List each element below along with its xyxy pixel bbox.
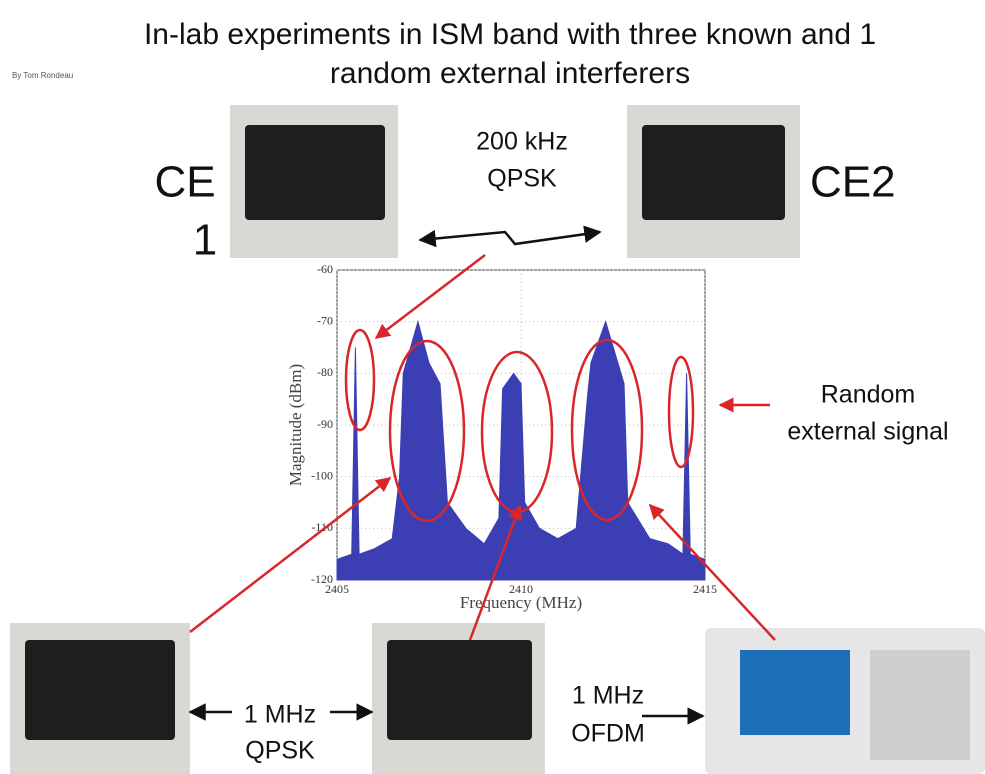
y-axis-label: Magnitude (dBm) xyxy=(286,364,305,486)
x-tick-label: 2410 xyxy=(509,582,533,596)
random-label: external signal xyxy=(787,418,948,446)
y-tick-label: -120 xyxy=(311,572,333,586)
y-tick-label: -90 xyxy=(317,417,333,431)
y-tick-label: -80 xyxy=(317,365,333,379)
link-label: 200 kHz xyxy=(476,128,568,156)
ce1-label: 1 xyxy=(193,216,217,265)
y-tick-label: -70 xyxy=(317,313,333,327)
device-photo xyxy=(10,105,985,774)
random-label: Random xyxy=(821,381,916,409)
link-label: QPSK xyxy=(245,737,315,765)
x-tick-label: 2405 xyxy=(325,582,349,596)
byline: By Tom Rondeau xyxy=(12,71,73,80)
red-annotations xyxy=(189,254,776,641)
title-line: In-lab experiments in ISM band with thre… xyxy=(144,18,876,51)
x-tick-label: 2415 xyxy=(693,582,717,596)
ofdm-label: OFDM xyxy=(571,720,645,748)
y-tick-label: -100 xyxy=(311,468,333,482)
black-arrows xyxy=(188,225,705,725)
link-label: QPSK xyxy=(487,165,557,193)
ofdm-label: 1 MHz xyxy=(572,682,644,710)
link-label: 1 MHz xyxy=(244,701,316,729)
x-axis-label: Frequency (MHz) xyxy=(460,593,582,612)
ce1-label: CE xyxy=(154,158,215,207)
ce2-label: CE2 xyxy=(810,158,896,207)
title-line: random external interferers xyxy=(330,57,690,90)
y-tick-label: -110 xyxy=(311,520,333,534)
spectrum xyxy=(336,319,706,581)
y-tick-label: -60 xyxy=(317,262,333,276)
